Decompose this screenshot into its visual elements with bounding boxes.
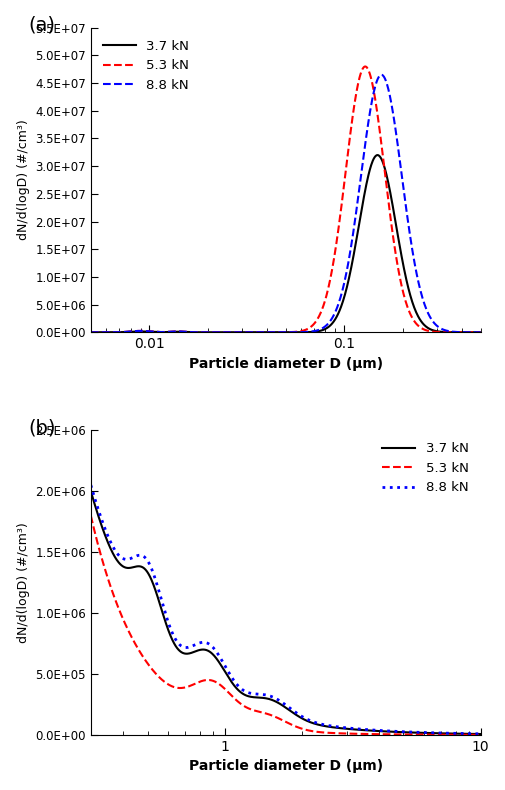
Line: 8.8 kN: 8.8 kN [91, 75, 480, 333]
Line: 3.7 kN: 3.7 kN [91, 155, 480, 333]
3.7 kN [336, 306, 342, 315]
3.7 kN [423, 728, 429, 738]
5.3 kN [88, 328, 94, 337]
8.8 kN [423, 728, 429, 737]
8.8 kN [477, 729, 483, 739]
3.7 kN [112, 328, 118, 337]
3.7 kN [314, 720, 320, 729]
5.3 kN [384, 188, 390, 198]
Y-axis label: dN/d(logD) (#/cm³): dN/d(logD) (#/cm³) [17, 119, 30, 240]
3.7 kN [324, 322, 330, 332]
5.3 kN [383, 729, 389, 739]
3.7 kN [477, 729, 483, 739]
5.3 kN [477, 328, 483, 337]
8.8 kN [324, 720, 330, 730]
Legend: 3.7 kN, 5.3 kN, 8.8 kN: 3.7 kN, 5.3 kN, 8.8 kN [376, 437, 473, 500]
8.8 kN [88, 480, 94, 490]
Y-axis label: dN/d(logD) (#/cm³): dN/d(logD) (#/cm³) [17, 522, 30, 643]
8.8 kN [378, 70, 384, 80]
5.3 kN [362, 62, 368, 71]
3.7 kN [384, 174, 390, 183]
3.7 kN [477, 328, 483, 337]
5.3 kN [336, 216, 342, 225]
X-axis label: Particle diameter D (μm): Particle diameter D (μm) [188, 759, 382, 773]
5.3 kN [112, 328, 118, 337]
5.3 kN [88, 511, 94, 521]
5.3 kN [224, 328, 230, 337]
3.7 kN [335, 724, 341, 733]
3.7 kN [314, 326, 320, 336]
5.3 kN [324, 728, 330, 738]
8.8 kN [314, 718, 320, 728]
8.8 kN [384, 81, 390, 90]
Line: 5.3 kN: 5.3 kN [91, 516, 480, 735]
8.8 kN [324, 319, 330, 329]
X-axis label: Particle diameter D (μm): Particle diameter D (μm) [188, 357, 382, 371]
5.3 kN [112, 593, 118, 603]
5.3 kN [335, 728, 341, 738]
3.7 kN [324, 722, 330, 732]
8.8 kN [383, 726, 389, 735]
3.7 kN [424, 323, 430, 333]
8.8 kN [112, 328, 118, 337]
Line: 8.8 kN: 8.8 kN [91, 485, 480, 734]
8.8 kN [112, 545, 118, 555]
Legend: 3.7 kN, 5.3 kN, 8.8 kN: 3.7 kN, 5.3 kN, 8.8 kN [97, 34, 194, 97]
8.8 kN [88, 328, 94, 337]
5.3 kN [314, 314, 320, 324]
5.3 kN [314, 727, 320, 736]
5.3 kN [423, 730, 429, 739]
Line: 3.7 kN: 3.7 kN [91, 491, 480, 734]
8.8 kN [336, 295, 342, 305]
5.3 kN [477, 730, 483, 739]
8.8 kN [424, 307, 430, 316]
8.8 kN [477, 328, 483, 337]
3.7 kN [383, 727, 389, 736]
3.7 kN [374, 150, 380, 160]
5.3 kN [424, 326, 430, 336]
3.7 kN [88, 487, 94, 496]
Text: (a): (a) [28, 16, 56, 35]
3.7 kN [230, 328, 236, 337]
8.8 kN [314, 325, 320, 335]
3.7 kN [112, 552, 118, 562]
Line: 5.3 kN: 5.3 kN [91, 66, 480, 333]
5.3 kN [324, 285, 330, 295]
Text: (b): (b) [28, 418, 56, 437]
8.8 kN [227, 328, 233, 337]
3.7 kN [88, 328, 94, 337]
8.8 kN [335, 722, 341, 732]
